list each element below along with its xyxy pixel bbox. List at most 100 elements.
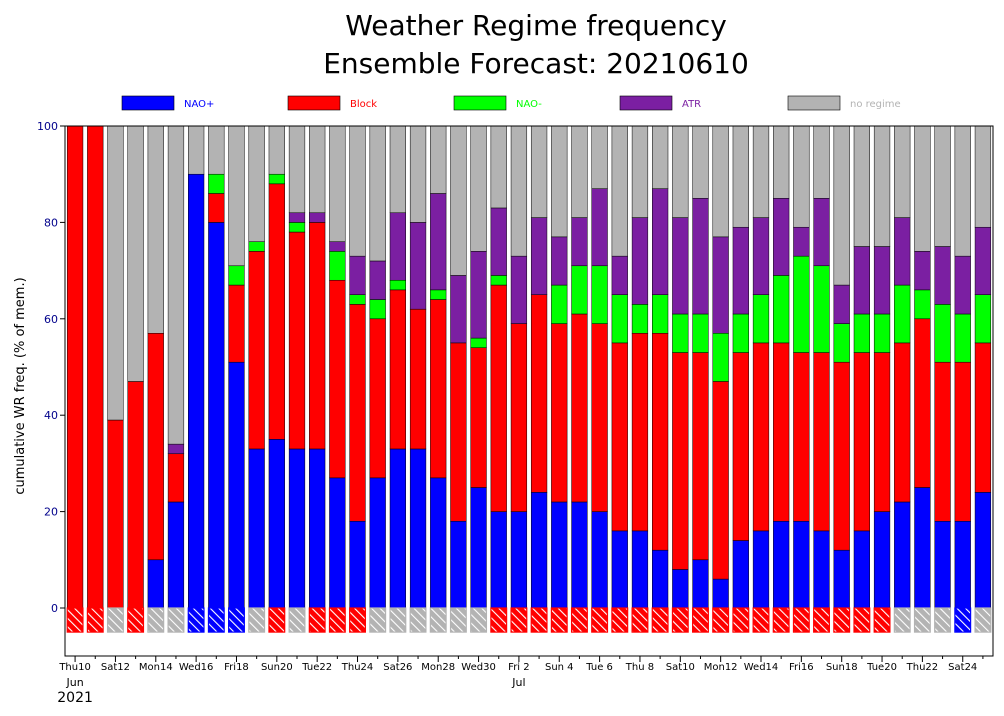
regime-marker-day-22 [510, 607, 528, 633]
regime-marker-day-43 [934, 607, 952, 633]
bar-segment-block-day-21 [490, 284, 507, 512]
bar-segment-atr-day-17 [409, 222, 427, 310]
bar-segment-atr-day-40 [873, 246, 891, 315]
bar-segment-block-day-25 [571, 313, 588, 503]
x-tick-label: Thu24 [341, 662, 374, 673]
bar-segment-nao--day-10 [268, 439, 285, 609]
bar-segment-nao--day-27 [611, 530, 628, 609]
bar-segment-nao--day-17 [409, 448, 427, 609]
x-year-label: 2021 [57, 690, 93, 706]
bar-segment-nao--day-34 [752, 294, 770, 344]
regime-marker-day-23 [530, 607, 548, 633]
bar-segment-atr-day-13 [329, 241, 346, 252]
bar-segment-nao--day-20 [470, 337, 487, 348]
regime-marker-day-0 [66, 607, 84, 633]
bar-segment-no-regime-day-39 [853, 125, 870, 247]
bar-segment-nao--day-25 [571, 265, 588, 315]
bar-segment-nao--day-21 [490, 275, 507, 286]
x-tick-label: Fri 2 [508, 662, 529, 673]
bar-segment-nao--day-38 [833, 323, 850, 363]
bar-segment-nao--day-19 [450, 520, 467, 609]
bar-segment-nao--day-37 [813, 530, 830, 609]
bar-segment-nao--day-31 [692, 313, 709, 353]
bar-segment-nao--day-40 [873, 313, 891, 353]
bar-segment-block-day-11 [288, 231, 306, 450]
legend-label: Block [350, 99, 377, 110]
regime-marker-day-36 [792, 607, 810, 633]
bar-segment-no-regime-day-16 [389, 125, 406, 214]
bar-segment-atr-day-16 [389, 212, 406, 281]
bar-segment-atr-day-5 [167, 443, 185, 455]
regime-marker-day-32 [712, 607, 730, 633]
bar-segment-nao--day-15 [369, 299, 386, 320]
x-tick-label: Sun18 [826, 662, 858, 673]
bar-segment-nao--day-32 [712, 333, 729, 382]
x-tick-label: Sat12 [101, 662, 130, 673]
regime-marker-day-41 [893, 607, 911, 633]
regime-marker-day-1 [86, 607, 104, 633]
bar-segment-block-day-32 [712, 381, 729, 580]
regime-marker-day-4 [147, 607, 165, 633]
legend-label: no regime [850, 99, 901, 110]
bar-segment-atr-day-28 [631, 217, 649, 305]
x-tick-label: Thu22 [906, 662, 939, 673]
bar-segment-nao--day-24 [551, 284, 568, 324]
x-tick-label: Mon14 [139, 662, 173, 673]
bar-segment-no-regime-day-20 [470, 125, 487, 252]
bar-segment-block-day-9 [248, 251, 265, 450]
x-tick-label: Sat10 [666, 662, 695, 673]
bar-segment-block-day-14 [349, 304, 366, 522]
regime-marker-day-9 [248, 607, 266, 633]
x-tick-label: Mon12 [704, 662, 738, 673]
bar-segment-block-day-30 [672, 352, 689, 570]
bar-segment-block-day-3 [127, 381, 144, 609]
bar-segment-nao--day-35 [773, 520, 790, 609]
bar-segment-no-regime-day-45 [974, 125, 992, 228]
bar-segment-no-regime-day-34 [752, 125, 770, 218]
bar-segment-nao--day-12 [309, 448, 326, 609]
legend-swatch [619, 95, 673, 111]
bar-segment-block-day-44 [954, 361, 971, 522]
x-tick-label: Sat26 [383, 662, 412, 673]
axes-group: 0 20 40 60 80 100 Thu10 Sat12 Mon14 Wed16 Fri18 Sun… [37, 120, 994, 706]
legend-item-nao-: NAO+ [121, 95, 214, 111]
bar-segment-nao--day-5 [167, 501, 185, 609]
bar-segment-block-day-16 [389, 289, 406, 450]
bar-segment-nao--day-9 [248, 448, 265, 609]
bar-segment-nao--day-36 [793, 255, 810, 353]
bar-segment-atr-day-22 [510, 255, 528, 324]
bar-segment-no-regime-day-2 [107, 125, 124, 421]
bar-segment-atr-day-37 [813, 198, 830, 267]
bar-segment-atr-day-21 [490, 207, 507, 276]
bar-segment-atr-day-44 [954, 255, 971, 315]
bar-segment-no-regime-day-15 [369, 125, 386, 262]
bar-segment-nao--day-7 [208, 173, 225, 194]
x-tick-label: Sat24 [948, 662, 977, 673]
regime-marker-day-45 [974, 607, 992, 633]
bar-segment-block-day-41 [894, 342, 911, 503]
bar-segment-no-regime-day-21 [490, 125, 507, 209]
bar-segment-nao--day-25 [571, 501, 588, 609]
bar-segment-atr-day-27 [611, 255, 628, 295]
bar-segment-nao--day-14 [349, 520, 366, 609]
bar-segment-nao--day-8 [228, 361, 245, 609]
regime-marker-day-15 [369, 607, 387, 633]
bar-segment-block-day-45 [974, 342, 992, 493]
bar-segment-nao--day-41 [894, 501, 911, 609]
regime-marker-day-8 [228, 607, 245, 633]
bar-segment-no-regime-day-6 [188, 125, 205, 175]
bar-segment-no-regime-day-24 [551, 125, 568, 238]
bar-segment-block-day-39 [853, 352, 870, 532]
bar-segment-nao--day-29 [652, 294, 669, 334]
bar-segment-nao--day-27 [611, 294, 628, 344]
x-tick-label: Thu 8 [625, 662, 654, 673]
chart-title: Weather Regime frequency [345, 9, 727, 42]
legend-label: NAO+ [184, 99, 214, 110]
bar-segment-atr-day-12 [309, 212, 326, 223]
regime-marker-day-42 [913, 607, 931, 633]
bar-segment-no-regime-day-10 [268, 125, 285, 175]
bar-segment-nao--day-28 [631, 304, 649, 334]
bar-segment-no-regime-day-31 [692, 125, 709, 199]
bar-segment-nao--day-39 [853, 313, 870, 353]
bar-segment-nao--day-45 [974, 294, 992, 344]
